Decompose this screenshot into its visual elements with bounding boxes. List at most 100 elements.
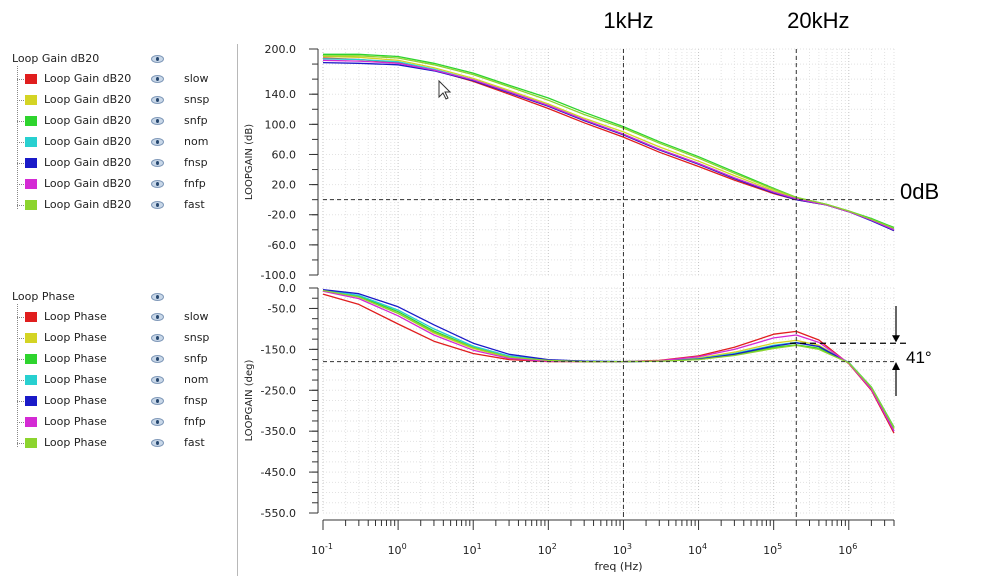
legend-item[interactable]: Loop Phase snfp <box>0 351 236 369</box>
legend-item[interactable]: Loop Gain dB20 snsp <box>0 92 236 110</box>
legend-item[interactable]: Loop Phase slow <box>0 309 236 327</box>
legend-item-corner: fnsp <box>184 394 208 407</box>
legend-branch <box>17 163 24 164</box>
x-tick-label: 101 <box>463 542 482 557</box>
legend-swatch <box>25 375 37 385</box>
series-line-fast <box>323 55 895 229</box>
legend-item-corner: fnfp <box>184 177 206 190</box>
eye-icon[interactable] <box>151 55 164 63</box>
legend-item-label: Loop Gain dB20 <box>44 114 132 127</box>
legend-swatch <box>25 179 37 189</box>
legend-item-label: Loop Phase <box>44 436 107 449</box>
legend-item-label: Loop Phase <box>44 394 107 407</box>
y-tick-label: -150.0 <box>261 343 296 356</box>
y-tick-label: 20.0 <box>272 179 297 192</box>
legend-item[interactable]: Loop Gain dB20 nom <box>0 134 236 152</box>
annotation-0db: 0dB <box>900 179 939 204</box>
legend-item[interactable]: Loop Gain dB20 fnsp <box>0 155 236 173</box>
legend-item-corner: fast <box>184 198 205 211</box>
legend-item-corner: snsp <box>184 93 210 106</box>
series-line-fnsp <box>322 61 895 232</box>
legend-branch <box>17 79 24 80</box>
y-tick-label: -350.0 <box>261 425 296 438</box>
legend-item-label: Loop Phase <box>44 331 107 344</box>
legend-branch <box>17 380 24 381</box>
legend-item-label: Loop Gain dB20 <box>44 72 132 85</box>
legend-branch <box>17 317 24 318</box>
legend-swatch <box>25 200 37 210</box>
y-tick-label: 140.0 <box>265 88 297 101</box>
y-tick-label: 200.0 <box>265 43 297 56</box>
eye-icon[interactable] <box>151 75 164 83</box>
eye-icon[interactable] <box>151 180 164 188</box>
x-tick-label: 10-1 <box>311 542 333 557</box>
series-line-snsp <box>322 55 895 230</box>
legend-item[interactable]: Loop Gain dB20 slow <box>0 71 236 89</box>
legend-item[interactable]: Loop Gain dB20 fnfp <box>0 176 236 194</box>
eye-icon[interactable] <box>151 355 164 363</box>
legend-branch <box>17 338 24 339</box>
legend-group-title[interactable]: Loop Gain dB20 <box>12 52 100 65</box>
legend-item[interactable]: Loop Phase fnsp <box>0 393 236 411</box>
legend-swatch <box>25 158 37 168</box>
legend-item-label: Loop Phase <box>44 373 107 386</box>
legend-branch <box>17 184 24 185</box>
legend-item-label: Loop Phase <box>44 310 107 323</box>
panel-divider[interactable] <box>237 44 238 576</box>
eye-icon[interactable] <box>151 293 164 301</box>
y-tick-label: 0.0 <box>279 282 297 295</box>
x-tick-label: 100 <box>388 542 407 557</box>
eye-icon[interactable] <box>151 96 164 104</box>
eye-icon[interactable] <box>151 439 164 447</box>
arrow-up-head <box>892 362 900 370</box>
annotation-1khz: 1kHz <box>603 8 653 33</box>
legend-item[interactable]: Loop Phase nom <box>0 372 236 390</box>
y-tick-label: -50.0 <box>268 302 296 315</box>
legend-swatch <box>25 396 37 406</box>
eye-icon[interactable] <box>151 201 164 209</box>
legend-item[interactable]: Loop Gain dB20 fast <box>0 197 236 215</box>
legend-item-corner: fnfp <box>184 415 206 428</box>
legend-item-corner: snfp <box>184 352 208 365</box>
y-tick-label: 100.0 <box>265 118 297 131</box>
eye-icon[interactable] <box>151 313 164 321</box>
series-line-fnsp <box>322 288 895 432</box>
arrow-down-head <box>892 335 900 343</box>
eye-icon[interactable] <box>151 159 164 167</box>
legend-item-corner: snfp <box>184 114 208 127</box>
eye-icon[interactable] <box>151 418 164 426</box>
legend-item-corner: slow <box>184 72 209 85</box>
y-tick-label: -450.0 <box>261 466 296 479</box>
legend-item-label: Loop Phase <box>44 352 107 365</box>
eye-icon[interactable] <box>151 334 164 342</box>
y-tick-label: -550.0 <box>261 507 296 520</box>
legend-swatch <box>25 333 37 343</box>
legend-group-title[interactable]: Loop Phase <box>12 290 75 303</box>
legend-tree-line <box>17 66 18 209</box>
legend-item-label: Loop Phase <box>44 415 107 428</box>
legend-item[interactable]: Loop Phase snsp <box>0 330 236 348</box>
series-line-nom <box>322 58 895 230</box>
legend-item-corner: snsp <box>184 331 210 344</box>
legend-item[interactable]: Loop Phase fast <box>0 435 236 453</box>
legend-swatch <box>25 417 37 427</box>
legend-swatch <box>25 354 37 364</box>
x-tick-label: 105 <box>763 542 782 557</box>
eye-icon[interactable] <box>151 138 164 146</box>
legend-swatch <box>25 312 37 322</box>
y-tick-label: -60.0 <box>268 239 296 252</box>
y-tick-label: -20.0 <box>268 209 296 222</box>
y-axis-title: LOOPGAIN (dB) <box>244 124 255 200</box>
y-tick-label: -100.0 <box>261 269 296 282</box>
legend-branch <box>17 121 24 122</box>
legend-item-label: Loop Gain dB20 <box>44 177 132 190</box>
legend-branch <box>17 100 24 101</box>
legend-item[interactable]: Loop Gain dB20 snfp <box>0 113 236 131</box>
legend-branch <box>17 401 24 402</box>
x-axis-title: freq (Hz) <box>594 560 642 573</box>
eye-icon[interactable] <box>151 376 164 384</box>
legend-swatch <box>25 438 37 448</box>
eye-icon[interactable] <box>151 117 164 125</box>
eye-icon[interactable] <box>151 397 164 405</box>
legend-item[interactable]: Loop Phase fnfp <box>0 414 236 432</box>
